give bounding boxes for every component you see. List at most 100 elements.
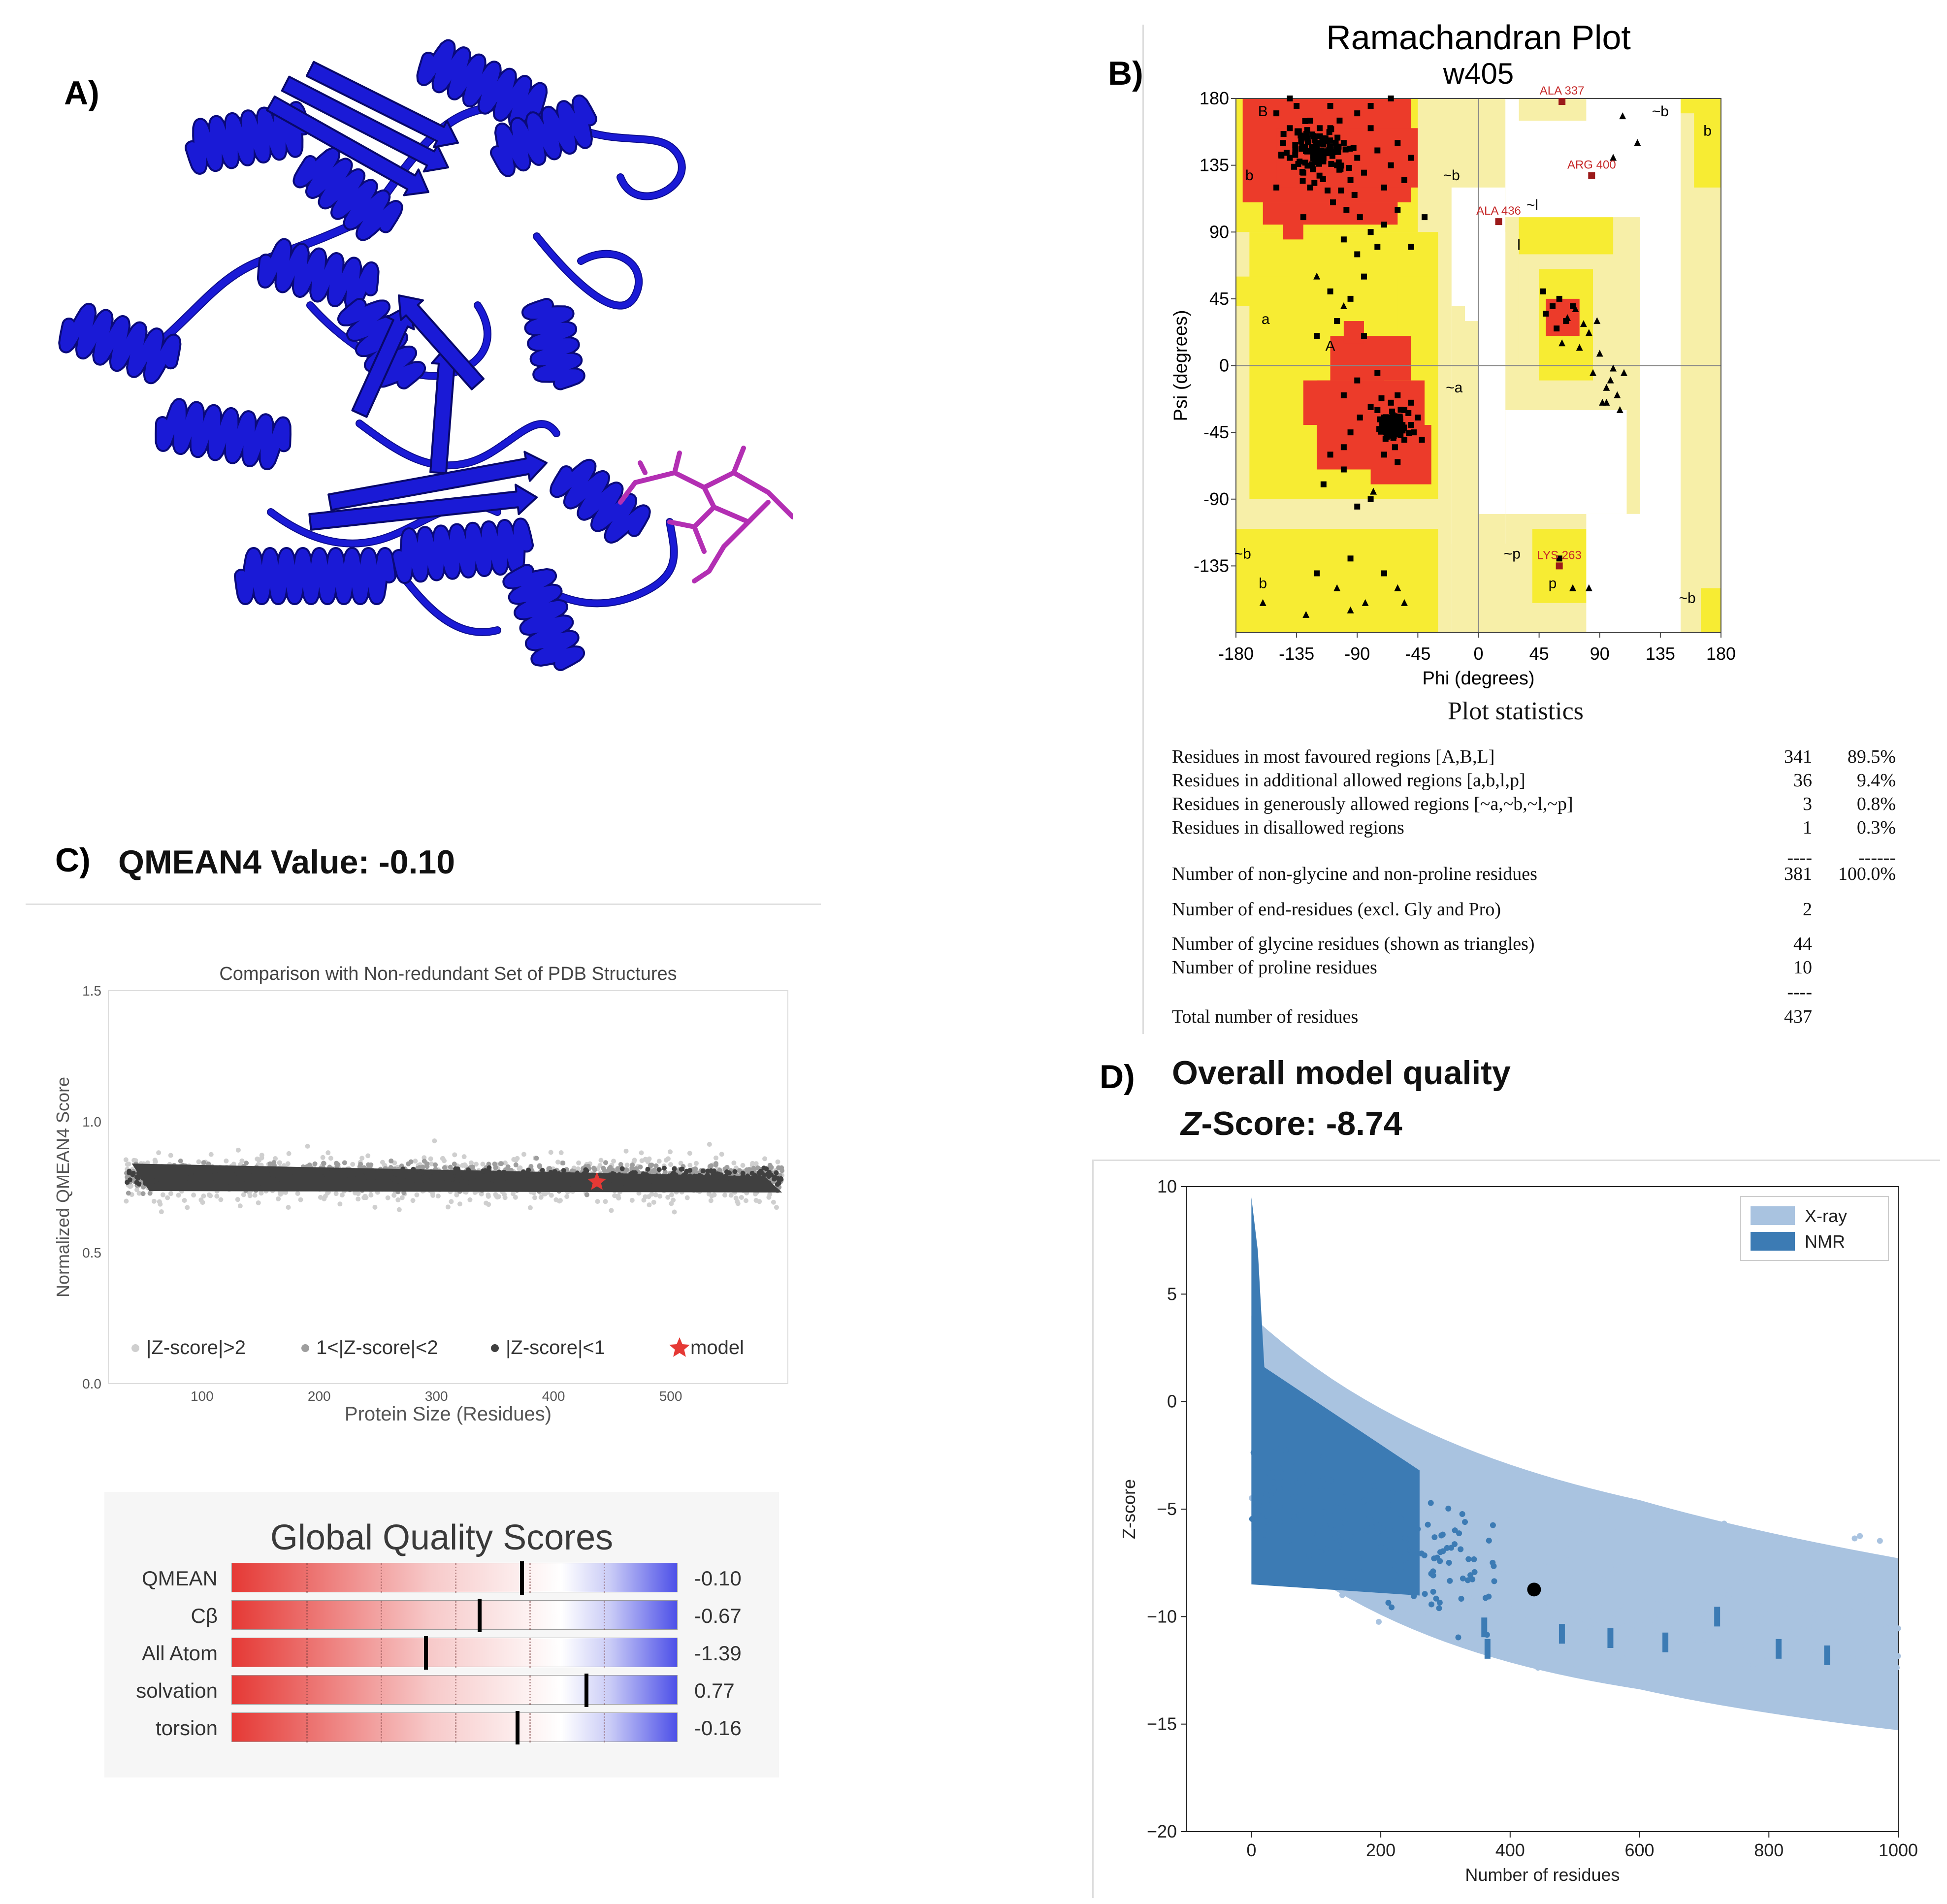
qmean-point-inner bbox=[389, 1171, 394, 1177]
xray-point bbox=[1842, 1579, 1849, 1585]
qmean-point-inner bbox=[271, 1173, 276, 1179]
nmr-point bbox=[1331, 1527, 1338, 1533]
qmean-point-outer bbox=[256, 1200, 261, 1205]
residue-point bbox=[1340, 140, 1347, 146]
glycine-point bbox=[1607, 376, 1614, 384]
residue-point bbox=[1401, 177, 1408, 183]
residue-point bbox=[1367, 404, 1374, 410]
xray-point bbox=[1760, 1643, 1767, 1649]
prosa-legend-xray-label: X-ray bbox=[1805, 1206, 1847, 1226]
glycine-point bbox=[1394, 584, 1401, 591]
nmr-point bbox=[1356, 1555, 1362, 1561]
glycine-point bbox=[1634, 139, 1641, 146]
xray-point bbox=[1464, 1545, 1471, 1551]
stats-count: ---- bbox=[1787, 847, 1812, 868]
qmean-point-inner bbox=[130, 1172, 135, 1177]
nmr-point bbox=[1312, 1540, 1319, 1546]
qmean-point-outer bbox=[356, 1196, 361, 1202]
xray-point bbox=[1529, 1644, 1536, 1650]
qmean-point-inner bbox=[351, 1171, 357, 1177]
zscore-heading-italic: Z bbox=[1181, 1105, 1201, 1142]
xray-point bbox=[1883, 1689, 1889, 1696]
nmr-point bbox=[1336, 1519, 1343, 1526]
qmean-point-outer bbox=[168, 1191, 173, 1196]
qmean-point-mid bbox=[570, 1168, 575, 1174]
nmr-point bbox=[1430, 1588, 1436, 1595]
xray-point bbox=[1547, 1553, 1554, 1559]
residue-point bbox=[1316, 125, 1323, 131]
prosa-x-tick-label: 600 bbox=[1625, 1840, 1655, 1860]
qmean-point-inner bbox=[194, 1171, 199, 1176]
xray-point bbox=[1860, 1551, 1866, 1558]
xray-point bbox=[1759, 1637, 1766, 1644]
xray-point bbox=[1845, 1617, 1851, 1623]
qmean-point-inner bbox=[154, 1177, 159, 1183]
stats-percent: 0.8% bbox=[1856, 794, 1896, 814]
qmean-point-inner bbox=[679, 1166, 684, 1172]
xray-point bbox=[1863, 1627, 1870, 1634]
nmr-point bbox=[1290, 1483, 1296, 1489]
residue-point bbox=[1342, 146, 1349, 153]
xray-point bbox=[1703, 1611, 1709, 1617]
qmean-point-outer bbox=[774, 1205, 779, 1210]
xray-point bbox=[1828, 1627, 1835, 1633]
xray-point bbox=[1651, 1608, 1657, 1614]
nmr-point bbox=[1321, 1509, 1327, 1516]
residue-point bbox=[1278, 152, 1285, 158]
qmean-point-inner bbox=[147, 1167, 152, 1172]
xray-point bbox=[1729, 1556, 1736, 1563]
xray-point bbox=[1564, 1577, 1571, 1583]
nmr-point bbox=[1462, 1519, 1468, 1525]
qmean-point-inner bbox=[226, 1173, 231, 1179]
glycine-point bbox=[1576, 344, 1583, 351]
nmr-point bbox=[1309, 1530, 1316, 1536]
residue-point bbox=[1378, 395, 1385, 401]
xray-point bbox=[1443, 1581, 1449, 1587]
nmr-point bbox=[1250, 1450, 1257, 1456]
qmean-point-outer bbox=[486, 1202, 491, 1207]
quality-score-value: -0.16 bbox=[694, 1716, 742, 1740]
xray-point bbox=[1752, 1645, 1758, 1651]
panel-b-divider bbox=[1142, 25, 1144, 1034]
nmr-point bbox=[1270, 1487, 1277, 1493]
qmean-point-outer bbox=[305, 1143, 310, 1149]
xray-point bbox=[1557, 1501, 1563, 1507]
xray-point bbox=[1861, 1597, 1867, 1604]
qmean-point-inner bbox=[135, 1175, 141, 1181]
quality-bar-tick bbox=[529, 1676, 531, 1705]
xray-point bbox=[1766, 1623, 1772, 1630]
nmr-point bbox=[1662, 1632, 1669, 1652]
prosa-x-axis-label: Number of residues bbox=[1465, 1865, 1620, 1885]
nmr-point bbox=[1464, 1577, 1471, 1583]
nmr-point bbox=[1379, 1525, 1386, 1532]
xray-point bbox=[1428, 1551, 1434, 1557]
qmean-point-inner bbox=[494, 1175, 499, 1180]
allowed-region bbox=[1700, 588, 1721, 633]
qmean-point-inner bbox=[333, 1168, 339, 1174]
nmr-point bbox=[1282, 1466, 1288, 1472]
labelled-residue-name: ALA 337 bbox=[1540, 84, 1585, 97]
quality-score-value: -0.10 bbox=[694, 1567, 742, 1590]
xray-point bbox=[1494, 1544, 1500, 1550]
helix-ribbon bbox=[236, 549, 394, 603]
favoured-region bbox=[1303, 380, 1384, 425]
xray-point bbox=[1855, 1663, 1862, 1670]
qmean-point-inner bbox=[256, 1181, 261, 1187]
qmean-legend-star-icon bbox=[669, 1337, 690, 1357]
qmean-point-inner bbox=[340, 1168, 346, 1174]
residue-point bbox=[1374, 370, 1381, 376]
xray-point bbox=[1748, 1650, 1754, 1656]
rama-subtitle: w405 bbox=[1443, 57, 1514, 90]
xray-point bbox=[1768, 1597, 1774, 1603]
qmean-point-inner bbox=[163, 1173, 168, 1179]
xray-point bbox=[1569, 1569, 1575, 1576]
nmr-point bbox=[1460, 1575, 1466, 1581]
nmr-point bbox=[1286, 1490, 1292, 1497]
protein-structure-image bbox=[58, 39, 793, 671]
qmean-point-outer bbox=[298, 1197, 303, 1202]
xray-point bbox=[1595, 1621, 1602, 1628]
xray-point bbox=[1828, 1616, 1835, 1623]
nmr-point bbox=[1385, 1600, 1392, 1606]
qmean-point-outer bbox=[286, 1205, 291, 1210]
rama-region-label: p bbox=[1549, 576, 1557, 592]
